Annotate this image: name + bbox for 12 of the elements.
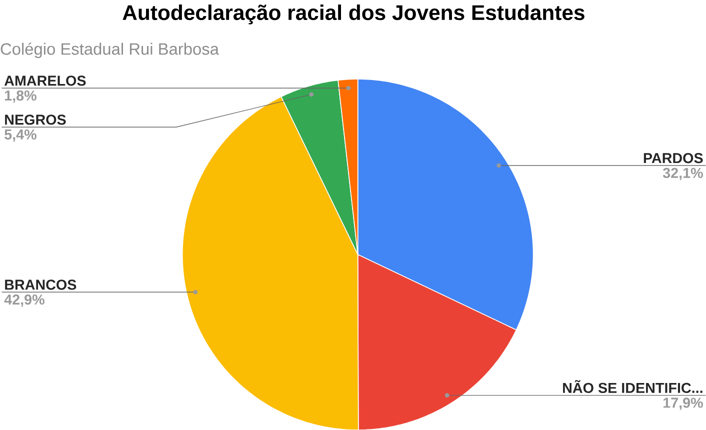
chart-title: Autodeclaração racial dos Jovens Estudantes [122,4,584,24]
chart-subtitle: Colégio Estadual Rui Barbosa [0,42,219,58]
data-label: 5,4% [4,129,36,142]
data-label: 42,9% [4,294,44,307]
slice-label: NEGROS [5,114,66,125]
slice-label: AMARELOS [4,75,86,86]
data-label: 1,8% [5,90,36,102]
slice-label: PARDOS [644,152,703,164]
data-label: 32,1% [662,168,703,180]
slice-label: BRANCOS [5,279,76,290]
data-label: 17,9% [664,397,703,410]
slice-label: NÃO SE IDENTIFIC... [563,380,702,393]
